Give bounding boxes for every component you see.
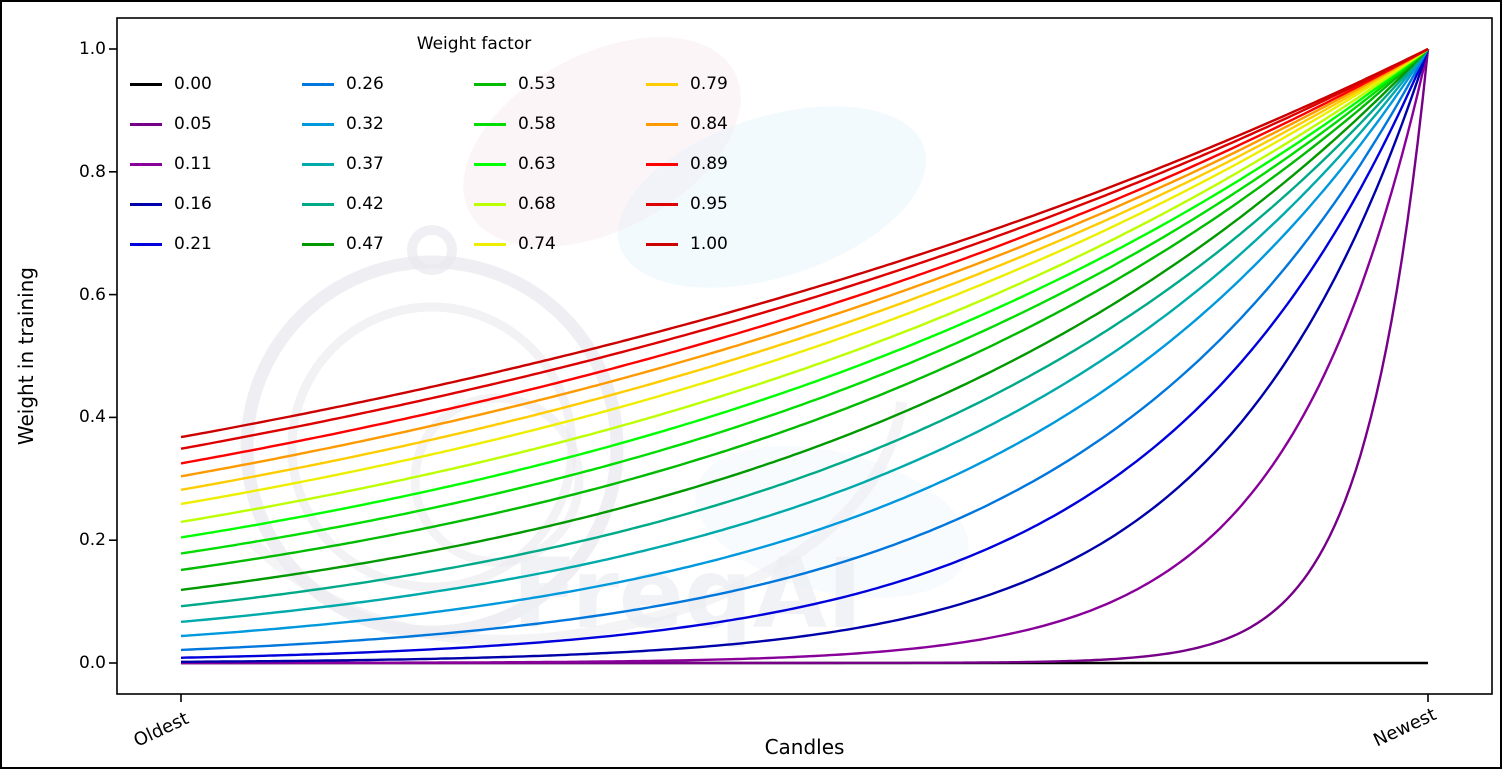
legend-line-swatch <box>646 82 678 86</box>
curve-factor-0.21 <box>180 48 1430 659</box>
legend-label: 0.68 <box>518 194 556 214</box>
legend-label: 0.21 <box>174 234 212 254</box>
legend-line-swatch <box>302 242 334 246</box>
legend-entry: 0.16 <box>130 194 302 214</box>
legend-line-swatch <box>646 202 678 206</box>
legend-line-swatch <box>474 82 506 86</box>
legend-entry: 0.58 <box>474 114 646 134</box>
y-tick-label: 0.4 <box>78 407 106 428</box>
legend-label: 0.37 <box>346 154 384 174</box>
curve-factor-0.74 <box>180 47 1429 506</box>
curve-factor-0.68 <box>180 48 1429 524</box>
legend-entry: 0.79 <box>646 74 818 94</box>
legend-grid: 0.00 0.05 0.11 0.16 0.21 0.26 0.32 0.37 0.42 0.47… <box>130 64 818 264</box>
legend-label: 0.00 <box>174 74 212 94</box>
y-tick-label: 0.6 <box>78 284 106 305</box>
legend-label: 0.84 <box>690 114 728 134</box>
legend: Weight factor 0.00 0.05 0.11 0.16 0.21 0.26 0.… <box>130 34 818 264</box>
legend-label: 0.42 <box>346 194 384 214</box>
legend-entry: 0.11 <box>130 154 302 174</box>
curve-factor-0.37 <box>180 48 1429 623</box>
curve-factor-0.84 <box>180 47 1429 478</box>
y-tick-label: 1.0 <box>78 39 106 59</box>
y-axis-label-wrap: Weight in training <box>14 18 38 694</box>
legend-entry: 0.68 <box>474 194 646 214</box>
legend-entry: 0.26 <box>302 74 474 94</box>
legend-line-swatch <box>302 202 334 206</box>
legend-line-swatch <box>474 162 506 166</box>
watermark-text: FreqAI <box>512 538 863 650</box>
legend-line-swatch <box>130 242 162 246</box>
legend-entry: 0.63 <box>474 154 646 174</box>
legend-line-swatch <box>130 202 162 206</box>
legend-label: 1.00 <box>690 234 728 254</box>
legend-line-swatch <box>302 122 334 126</box>
watermark-leaf-blue <box>617 106 927 288</box>
x-axis-label: Candles <box>764 735 845 759</box>
legend-line-swatch <box>474 122 506 126</box>
legend-entry: 0.05 <box>130 114 302 134</box>
legend-entry: 1.00 <box>646 234 818 254</box>
legend-entry: 0.21 <box>130 234 302 254</box>
watermark-stopwatch-crown <box>407 225 457 275</box>
legend-line-swatch <box>646 242 678 246</box>
legend-label: 0.74 <box>518 234 556 254</box>
legend-line-swatch <box>474 202 506 206</box>
legend-entry: 0.00 <box>130 74 302 94</box>
legend-label: 0.63 <box>518 154 556 174</box>
legend-label: 0.11 <box>174 154 212 174</box>
legend-entry: 0.47 <box>302 234 474 254</box>
legend-entry: 0.42 <box>302 194 474 214</box>
legend-label: 0.95 <box>690 194 728 214</box>
y-tick-label: 0.2 <box>78 530 106 551</box>
legend-entry: 0.89 <box>646 154 818 174</box>
legend-entry: 0.53 <box>474 74 646 94</box>
curve-factor-0.63 <box>180 48 1429 539</box>
legend-label: 0.58 <box>518 114 556 134</box>
legend-entry: 0.84 <box>646 114 818 134</box>
legend-line-swatch <box>646 122 678 126</box>
legend-label: 0.05 <box>174 114 212 134</box>
curve-factor-0.16 <box>181 48 1430 663</box>
legend-line-swatch <box>130 162 162 166</box>
legend-label: 0.16 <box>174 194 212 214</box>
legend-label: 0.32 <box>346 114 384 134</box>
freqai-watermark: FreqAI <box>240 37 969 650</box>
curve-factor-0.42 <box>180 48 1429 608</box>
legend-entry: 0.74 <box>474 234 646 254</box>
legend-line-swatch <box>130 82 162 86</box>
curve-factor-0.47 <box>180 48 1429 592</box>
legend-label: 0.26 <box>346 74 384 94</box>
curve-factor-0.53 <box>180 48 1429 572</box>
legend-label: 0.53 <box>518 74 556 94</box>
legend-entry: 0.37 <box>302 154 474 174</box>
curve-factor-0.26 <box>180 48 1430 652</box>
y-tick-label: 0.8 <box>78 161 106 182</box>
curve-factor-0.89 <box>180 47 1429 465</box>
legend-entry: 0.95 <box>646 194 818 214</box>
legend-label: 0.89 <box>690 154 728 174</box>
legend-line-swatch <box>302 162 334 166</box>
legend-label: 0.47 <box>346 234 384 254</box>
legend-title: Weight factor <box>416 34 532 54</box>
curve-factor-0.32 <box>180 48 1430 638</box>
curve-factor-0.79 <box>180 47 1429 491</box>
watermark-wing <box>248 401 908 646</box>
legend-line-swatch <box>302 82 334 86</box>
curve-factor-0.11 <box>181 48 1430 665</box>
legend-line-swatch <box>474 242 506 246</box>
curve-factor-0.58 <box>180 48 1429 555</box>
curve-factor-0.95 <box>180 47 1429 450</box>
curve-factor-1.00 <box>180 47 1429 439</box>
legend-label: 0.79 <box>690 74 728 94</box>
legend-line-swatch <box>130 122 162 126</box>
plot-box <box>116 17 1493 695</box>
legend-line-swatch <box>646 162 678 166</box>
legend-entry: 0.32 <box>302 114 474 134</box>
watermark-leaf-pink <box>463 37 741 247</box>
y-tick-label: 0.0 <box>78 653 106 673</box>
